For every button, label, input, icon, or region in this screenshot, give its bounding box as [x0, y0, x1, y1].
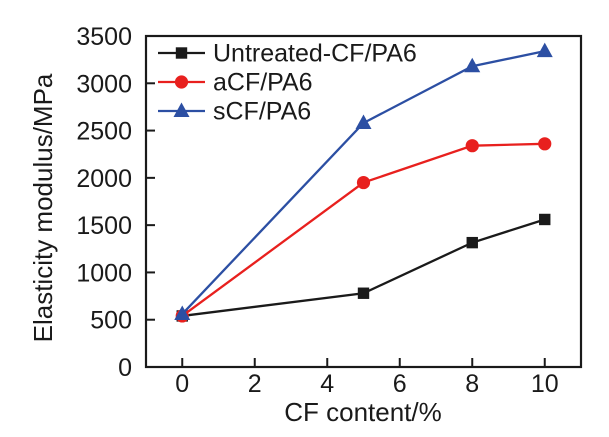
x-tick-label: 2: [248, 370, 262, 398]
y-tick-label: 1000: [76, 259, 132, 287]
data-point-marker: [539, 213, 551, 226]
legend-item-scf-pa6: sCF/PA6: [158, 98, 311, 126]
legend-label: sCF/PA6: [213, 98, 311, 126]
data-point-marker: [357, 287, 370, 299]
data-point-marker: [465, 139, 479, 153]
data-point-marker: [466, 236, 478, 249]
y-tick-label: 3000: [76, 70, 132, 98]
series-scf-pa6: [174, 42, 553, 321]
series-line-acf-pa6: [181, 142, 545, 317]
data-point-marker: [355, 114, 372, 130]
legend-label: Untreated-CF/PA6: [213, 40, 417, 68]
y-tick-label: 2500: [76, 118, 132, 146]
x-tick-label: 10: [531, 370, 559, 398]
legend-item-untreated-cf-pa6: Untreated-CF/PA6: [158, 40, 417, 68]
y-axis-label: Elasticity modulus/MPa: [28, 73, 58, 342]
legend-circle-marker-icon: [174, 75, 189, 89]
plot-border: [144, 34, 583, 369]
x-tick-label: 8: [465, 370, 479, 398]
y-tick-label: 1500: [76, 212, 132, 240]
series-line-untreated-cf-pa6: [182, 218, 546, 318]
legend-triangle-marker-icon: [173, 102, 190, 117]
y-tick-label: 500: [90, 307, 132, 335]
x-tick-label: 6: [393, 370, 407, 398]
data-point-marker: [356, 175, 371, 190]
legend-square-marker-icon: [175, 47, 188, 59]
data-point-marker: [464, 57, 481, 73]
legend-item-acf-pa6: aCF/PA6: [158, 69, 313, 97]
x-tick-label: 0: [175, 370, 189, 398]
y-tick-label: 0: [118, 354, 132, 382]
legend-label: aCF/PA6: [213, 69, 313, 97]
series-line-scf-pa6: [181, 50, 545, 315]
y-tick-label: 3500: [76, 23, 132, 51]
x-tick-label: 4: [320, 370, 334, 398]
y-tick-label: 2000: [76, 165, 132, 193]
data-point-marker: [536, 42, 553, 58]
series-untreated-cf-pa6: [176, 213, 551, 322]
data-point-marker: [174, 305, 191, 321]
x-axis-label: CF content/%: [284, 397, 442, 427]
data-point-marker: [538, 137, 552, 151]
